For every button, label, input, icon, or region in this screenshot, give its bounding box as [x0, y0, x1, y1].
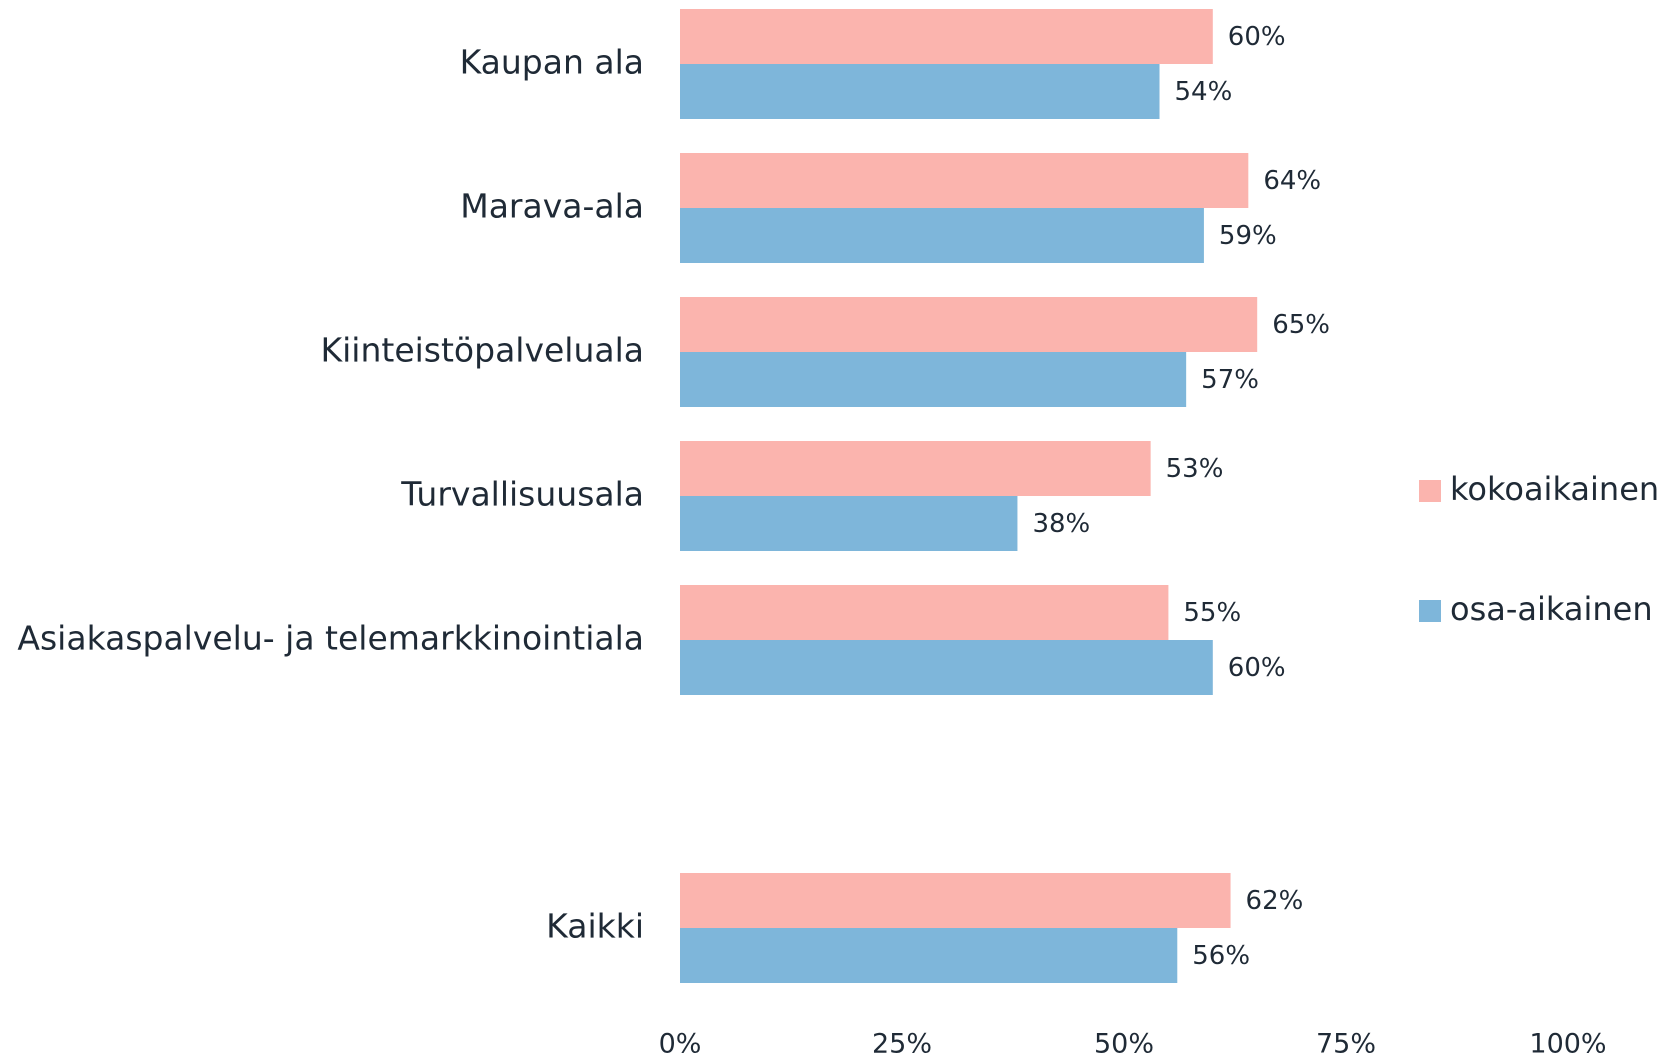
category-label: Kaupan ala	[460, 43, 644, 82]
value-label: 65%	[1272, 310, 1330, 340]
bar	[680, 873, 1231, 928]
category-label: Marava-ala	[460, 187, 644, 226]
bar	[680, 297, 1258, 352]
bar	[680, 9, 1213, 64]
value-label: 59%	[1219, 221, 1277, 251]
value-label: 60%	[1228, 22, 1286, 52]
x-tick-label: 0%	[659, 1029, 702, 1060]
category-label: Turvallisuusala	[400, 475, 644, 514]
x-tick-label: 25%	[872, 1029, 932, 1060]
bar	[680, 496, 1018, 551]
bar	[680, 64, 1160, 119]
x-tick-label: 100%	[1529, 1029, 1606, 1060]
x-tick-label: 50%	[1094, 1029, 1154, 1060]
value-label: 54%	[1175, 77, 1233, 107]
category-label: Kiinteistöpalveluala	[321, 331, 645, 370]
bar	[680, 585, 1169, 640]
value-label: 38%	[1032, 509, 1090, 539]
legend-swatch	[1419, 600, 1441, 622]
value-label: 62%	[1246, 886, 1304, 916]
value-label: 56%	[1192, 941, 1250, 971]
x-tick-label: 75%	[1316, 1029, 1376, 1060]
value-label: 64%	[1263, 166, 1321, 196]
legend-label: osa-aikainen	[1450, 590, 1653, 628]
bar	[680, 441, 1151, 496]
bar	[680, 928, 1178, 983]
value-label: 53%	[1166, 454, 1224, 484]
bar	[680, 153, 1249, 208]
legend-label: kokoaikainen	[1450, 470, 1659, 508]
bar	[680, 640, 1213, 695]
legend-swatch	[1419, 480, 1441, 502]
bar	[680, 352, 1187, 407]
value-label: 55%	[1183, 598, 1241, 628]
bar	[680, 208, 1204, 263]
value-label: 57%	[1201, 365, 1259, 395]
value-label: 60%	[1228, 653, 1286, 683]
category-label: Kaikki	[546, 907, 644, 946]
category-label: Asiakaspalvelu- ja telemarkkinointiala	[17, 619, 644, 658]
